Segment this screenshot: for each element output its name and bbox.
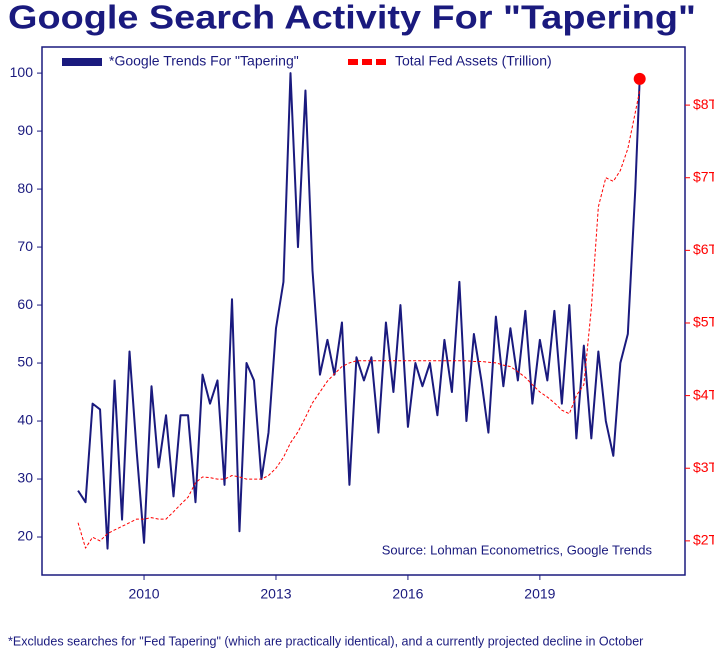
y2-tick-label: $2T: [693, 532, 714, 548]
footnote: *Excludes searches for "Fed Tapering" (w…: [8, 634, 643, 648]
y2-tick-label: $7T: [693, 168, 714, 184]
x-tick-label: 2013: [260, 586, 291, 602]
y-tick-label: 80: [17, 180, 33, 196]
y2-tick-label: $3T: [693, 459, 714, 475]
y-tick-label: 30: [17, 470, 33, 486]
y-tick-label: 60: [17, 296, 33, 312]
chart-title: Google Search Activity For "Tapering": [8, 0, 696, 36]
y2-tick-label: $6T: [693, 241, 714, 257]
x-tick-label: 2016: [392, 586, 423, 602]
source-annotation: Source: Lohman Econometrics, Google Tren…: [382, 542, 653, 557]
y-tick-label: 40: [17, 412, 33, 428]
y2-tick-label: $5T: [693, 314, 714, 330]
y-tick-label: 70: [17, 238, 33, 254]
y2-tick-label: $8T: [693, 96, 714, 112]
series-line: [77, 72, 641, 550]
x-tick-label: 2019: [524, 586, 555, 602]
y-tick-label: 90: [17, 122, 33, 138]
legend-label: *Google Trends For "Tapering": [109, 53, 299, 69]
series-line: [77, 90, 641, 549]
y-tick-label: 100: [10, 64, 34, 80]
x-tick-label: 2010: [128, 586, 159, 602]
y2-tick-label: $4T: [693, 386, 714, 402]
plot-frame: [41, 46, 686, 576]
y-tick-label: 20: [17, 528, 33, 544]
end-marker: [633, 72, 646, 85]
y-tick-label: 50: [17, 354, 33, 370]
legend-label: Total Fed Assets (Trillion): [395, 53, 552, 69]
